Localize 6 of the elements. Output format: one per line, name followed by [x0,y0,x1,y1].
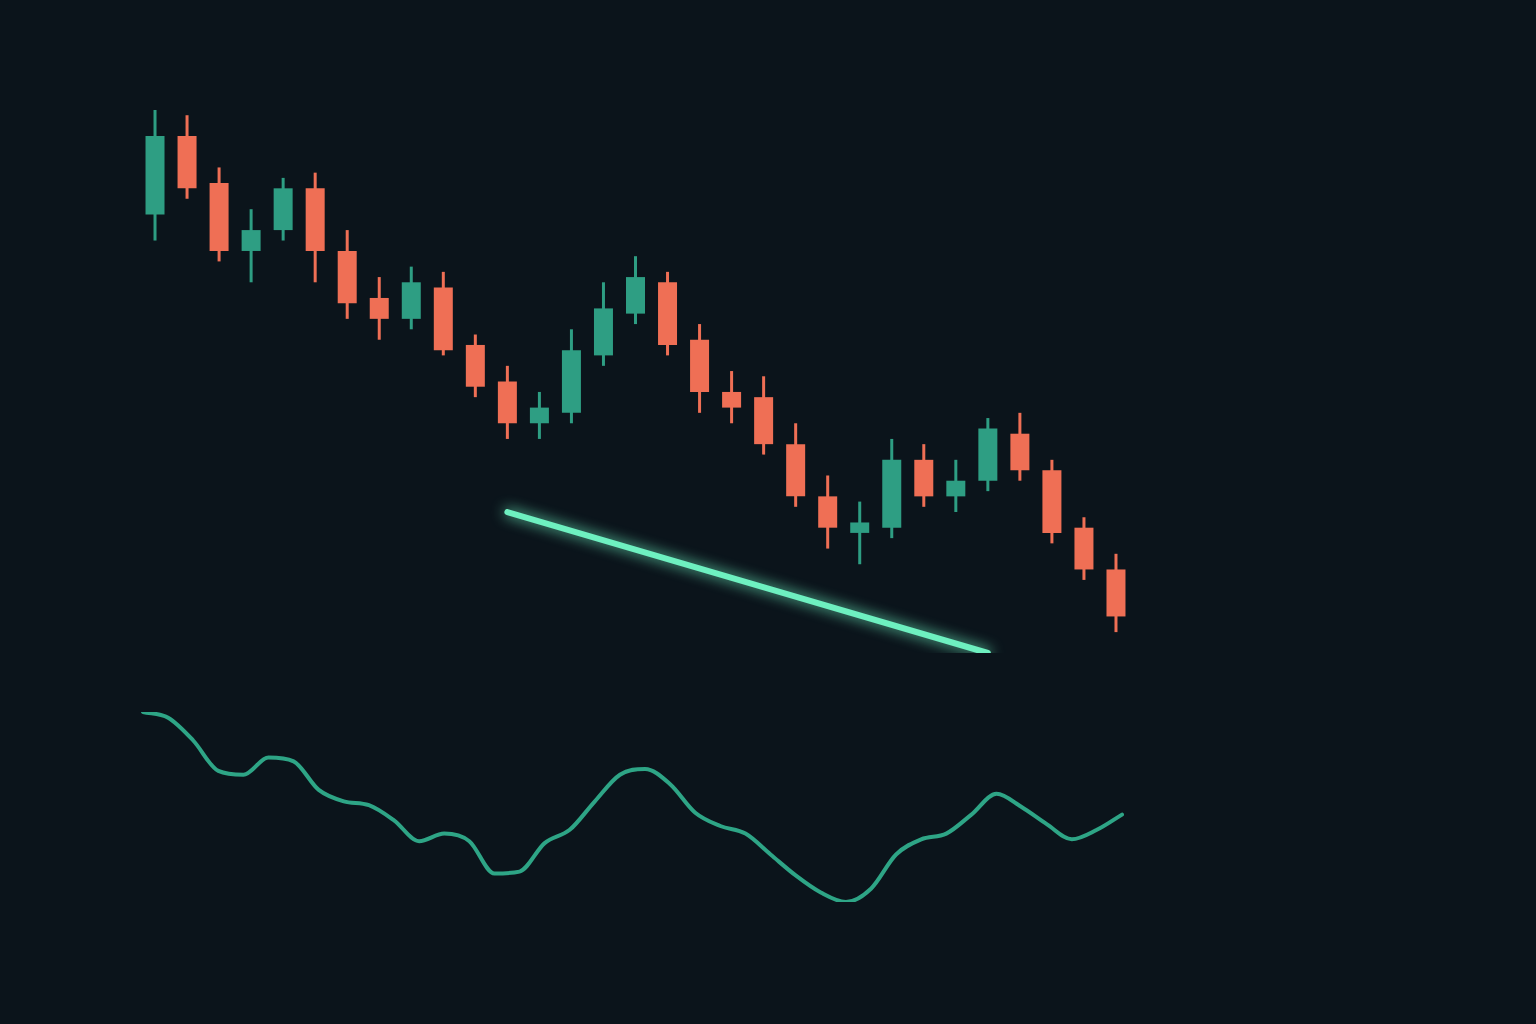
candlestick [369,277,389,340]
candlestick [946,458,966,513]
candlestick [241,209,261,283]
candlestick [850,501,870,566]
candlestick [722,371,742,424]
candlestick [529,390,549,439]
